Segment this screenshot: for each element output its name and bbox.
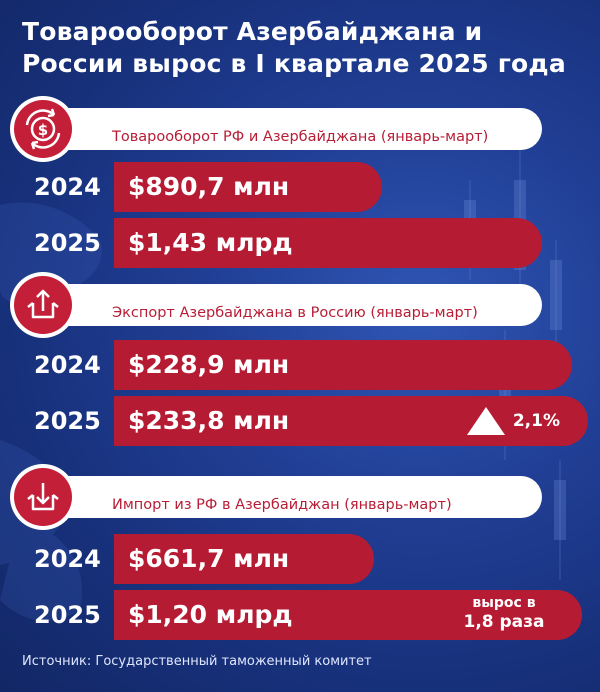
growth-note-line-2: 1,8 раза	[463, 612, 545, 632]
section-header-import: Импорт из РФ в Азербайджан (январь-март)	[14, 468, 542, 526]
export-box-icon	[14, 276, 72, 334]
row-turnover-2025: 2025 $1,43 млрд	[0, 218, 600, 268]
title-line-2: России вырос в I квартале 2025 года	[22, 49, 566, 78]
row-import-2024: 2024 $661,7 млн	[0, 534, 600, 584]
row-export-2024: 2024 $228,9 млн	[0, 340, 600, 390]
value-bar: $1,20 млрд вырос в 1,8 раза	[114, 590, 582, 640]
bar-value: $661,7 млн	[128, 544, 290, 573]
row-export-2025: 2025 $233,8 млн 2,1%	[0, 396, 600, 446]
title-line-1: Товарооборот Азербайджана и	[22, 17, 483, 46]
header-pill: Товарооборот РФ и Азербайджана (январь-м…	[30, 108, 542, 150]
source-note: Источник: Государственный таможенный ком…	[22, 654, 372, 669]
year-label: 2024	[34, 545, 101, 573]
page-title: Товарооборот Азербайджана и России вырос…	[22, 16, 582, 80]
year-label: 2025	[34, 407, 101, 435]
header-pill: Экспорт Азербайджана в Россию (январь-ма…	[30, 284, 542, 326]
bar-value: $228,9 млн	[128, 350, 290, 379]
up-triangle-icon	[466, 407, 505, 435]
bar-value: $1,43 млрд	[128, 228, 293, 257]
bar-value: $233,8 млн	[128, 406, 290, 435]
value-bar: $890,7 млн	[114, 162, 382, 212]
value-bar: $661,7 млн	[114, 534, 374, 584]
header-pill: Импорт из РФ в Азербайджан (январь-март)	[30, 476, 542, 518]
row-import-2025: 2025 $1,20 млрд вырос в 1,8 раза	[0, 590, 600, 640]
year-label: 2024	[34, 173, 101, 201]
growth-note-line-1: вырос в	[472, 595, 536, 611]
growth-note: вырос в 1,8 раза	[456, 594, 552, 632]
value-bar: $1,43 млрд	[114, 218, 542, 268]
row-turnover-2024: 2024 $890,7 млн	[0, 162, 600, 212]
svg-text:$: $	[38, 121, 48, 139]
value-bar: $233,8 млн 2,1%	[114, 396, 588, 446]
section-label: Товарооборот РФ и Азербайджана (январь-м…	[112, 129, 489, 145]
import-box-icon	[14, 468, 72, 526]
year-label: 2024	[34, 351, 101, 379]
growth-indicator: 2,1%	[466, 396, 560, 446]
section-label: Импорт из РФ в Азербайджан (январь-март)	[112, 497, 452, 513]
bar-value: $1,20 млрд	[128, 600, 293, 629]
dollar-exchange-icon: $	[14, 100, 72, 158]
year-label: 2025	[34, 229, 101, 257]
section-header-export: Экспорт Азербайджана в Россию (январь-ма…	[14, 276, 542, 334]
value-bar: $228,9 млн	[114, 340, 572, 390]
growth-percent: 2,1%	[512, 411, 560, 431]
bar-value: $890,7 млн	[128, 172, 290, 201]
year-label: 2025	[34, 601, 101, 629]
section-label: Экспорт Азербайджана в Россию (январь-ма…	[112, 305, 478, 321]
section-header-turnover: Товарооборот РФ и Азербайджана (январь-м…	[14, 100, 542, 158]
